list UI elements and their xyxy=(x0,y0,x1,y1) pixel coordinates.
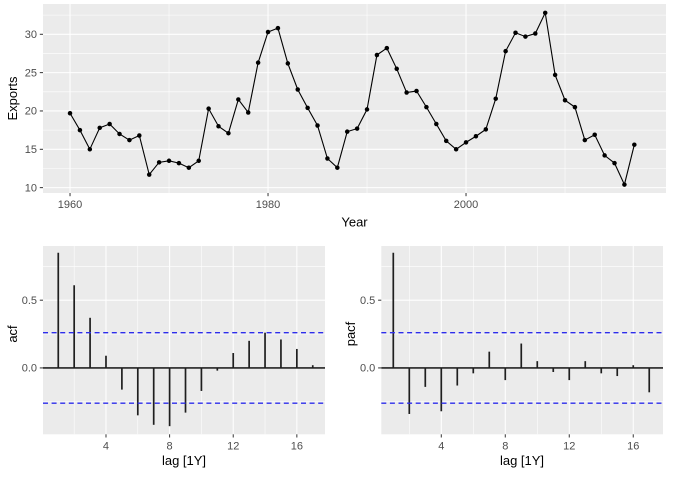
data-point xyxy=(97,125,102,131)
data-point xyxy=(453,147,459,152)
series-line xyxy=(69,10,635,187)
plot-panel xyxy=(381,246,663,435)
y-tick-label: 0.5 xyxy=(22,295,37,307)
data-point xyxy=(206,106,211,111)
data-point xyxy=(414,88,419,94)
y-tick-label: 10 xyxy=(25,182,37,194)
data-point xyxy=(612,160,617,166)
x-axis-title: lag [1Y] xyxy=(162,453,206,468)
data-point xyxy=(503,48,508,54)
y-tick-label: 25 xyxy=(25,67,37,79)
data-point xyxy=(364,107,370,112)
data-point xyxy=(176,160,182,166)
timeseries-plot-area: 1960 1980 2000 10 15 20 25 30 xyxy=(25,4,666,211)
data-point xyxy=(354,126,360,131)
data-point xyxy=(196,158,201,164)
data-point xyxy=(265,29,271,35)
data-point xyxy=(394,66,399,72)
acf-chart: 4 8 12 16 0.0 0.5 acf lag [1Y] xyxy=(5,246,325,468)
data-point xyxy=(107,121,112,127)
data-point xyxy=(275,25,281,31)
x-tick-label: 16 xyxy=(291,440,303,452)
x-tick-label: 4 xyxy=(103,440,109,452)
exports-timeseries-chart: 1960 1980 2000 10 15 20 25 30 Exports Year xyxy=(5,4,666,230)
data-point xyxy=(127,137,132,143)
data-point xyxy=(77,127,83,133)
x-axis-title: Year xyxy=(341,215,368,230)
data-point xyxy=(582,137,588,143)
data-point xyxy=(156,160,162,165)
data-point xyxy=(424,104,429,110)
data-point xyxy=(166,158,172,164)
y-axis-title: acf xyxy=(5,325,20,343)
x-tick-label: 1980 xyxy=(256,199,280,211)
data-point xyxy=(483,127,489,132)
data-point xyxy=(146,172,152,177)
data-point xyxy=(285,61,291,66)
x-tick-label: 16 xyxy=(627,440,639,452)
pacf-chart: 4 8 12 16 0.0 0.5 pacf lag [1Y] xyxy=(343,246,663,468)
data-point xyxy=(632,142,637,147)
data-point xyxy=(542,10,548,16)
data-point xyxy=(236,97,241,102)
data-point xyxy=(255,60,261,65)
data-point xyxy=(315,123,320,128)
x-tick-label: 1960 xyxy=(58,199,82,211)
data-point xyxy=(137,133,142,138)
data-point xyxy=(562,97,568,103)
x-axis-title: lag [1Y] xyxy=(500,453,544,468)
data-point xyxy=(87,147,93,152)
data-point xyxy=(245,110,251,115)
y-tick-label: 0.5 xyxy=(360,295,375,307)
x-tick-label: 8 xyxy=(502,440,508,452)
data-point xyxy=(572,104,578,110)
x-tick-label: 2000 xyxy=(454,199,478,211)
y-axis-title: pacf xyxy=(343,321,358,346)
data-point xyxy=(344,129,350,134)
y-tick-label: 15 xyxy=(25,144,37,156)
data-point xyxy=(592,132,597,137)
y-tick-label: 30 xyxy=(25,29,37,41)
x-tick-label: 8 xyxy=(167,440,173,452)
data-point xyxy=(473,134,479,139)
plot-panel xyxy=(43,4,666,193)
data-point xyxy=(404,90,409,95)
plot-panel xyxy=(43,246,325,435)
data-point xyxy=(602,153,607,158)
data-point xyxy=(384,45,390,51)
data-point xyxy=(67,111,73,116)
data-point xyxy=(523,34,528,39)
data-point xyxy=(216,124,221,129)
data-point xyxy=(552,72,558,78)
data-point xyxy=(295,87,300,92)
data-point xyxy=(463,140,469,145)
data-point xyxy=(117,131,122,137)
x-tick-label: 4 xyxy=(438,440,444,452)
y-tick-label: 20 xyxy=(25,106,37,118)
pacf-plot-area: 4 8 12 16 0.0 0.5 xyxy=(360,246,663,452)
data-point xyxy=(533,31,538,36)
data-point xyxy=(226,130,231,136)
acf-plot-area: 4 8 12 16 0.0 0.5 xyxy=(22,246,325,452)
x-tick-label: 12 xyxy=(227,440,239,452)
data-point xyxy=(305,105,310,111)
y-tick-label: 0.0 xyxy=(360,363,375,375)
y-axis-title: Exports xyxy=(5,76,20,121)
data-point xyxy=(335,165,340,170)
data-point xyxy=(374,52,380,58)
data-point xyxy=(443,138,449,144)
data-point xyxy=(513,30,518,36)
data-point xyxy=(186,165,192,170)
data-point xyxy=(493,96,498,101)
data-point xyxy=(622,182,627,187)
data-point xyxy=(434,121,439,127)
x-tick-label: 12 xyxy=(563,440,575,452)
y-tick-label: 0.0 xyxy=(22,363,37,375)
data-point xyxy=(325,156,330,161)
